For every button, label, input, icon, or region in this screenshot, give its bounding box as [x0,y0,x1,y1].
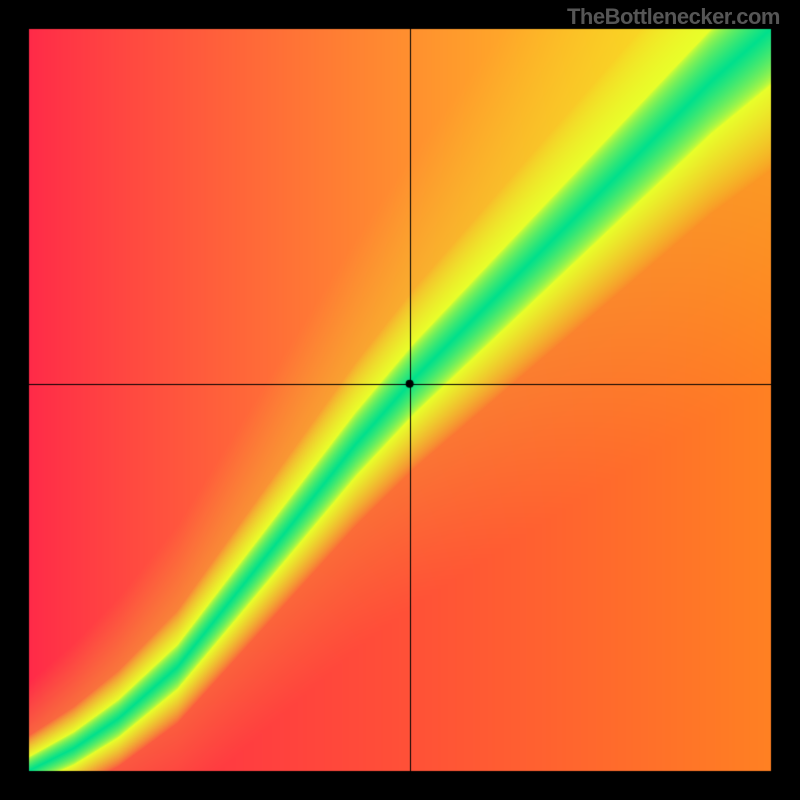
bottleneck-heatmap [0,0,800,800]
watermark-text: TheBottlenecker.com [567,4,780,30]
